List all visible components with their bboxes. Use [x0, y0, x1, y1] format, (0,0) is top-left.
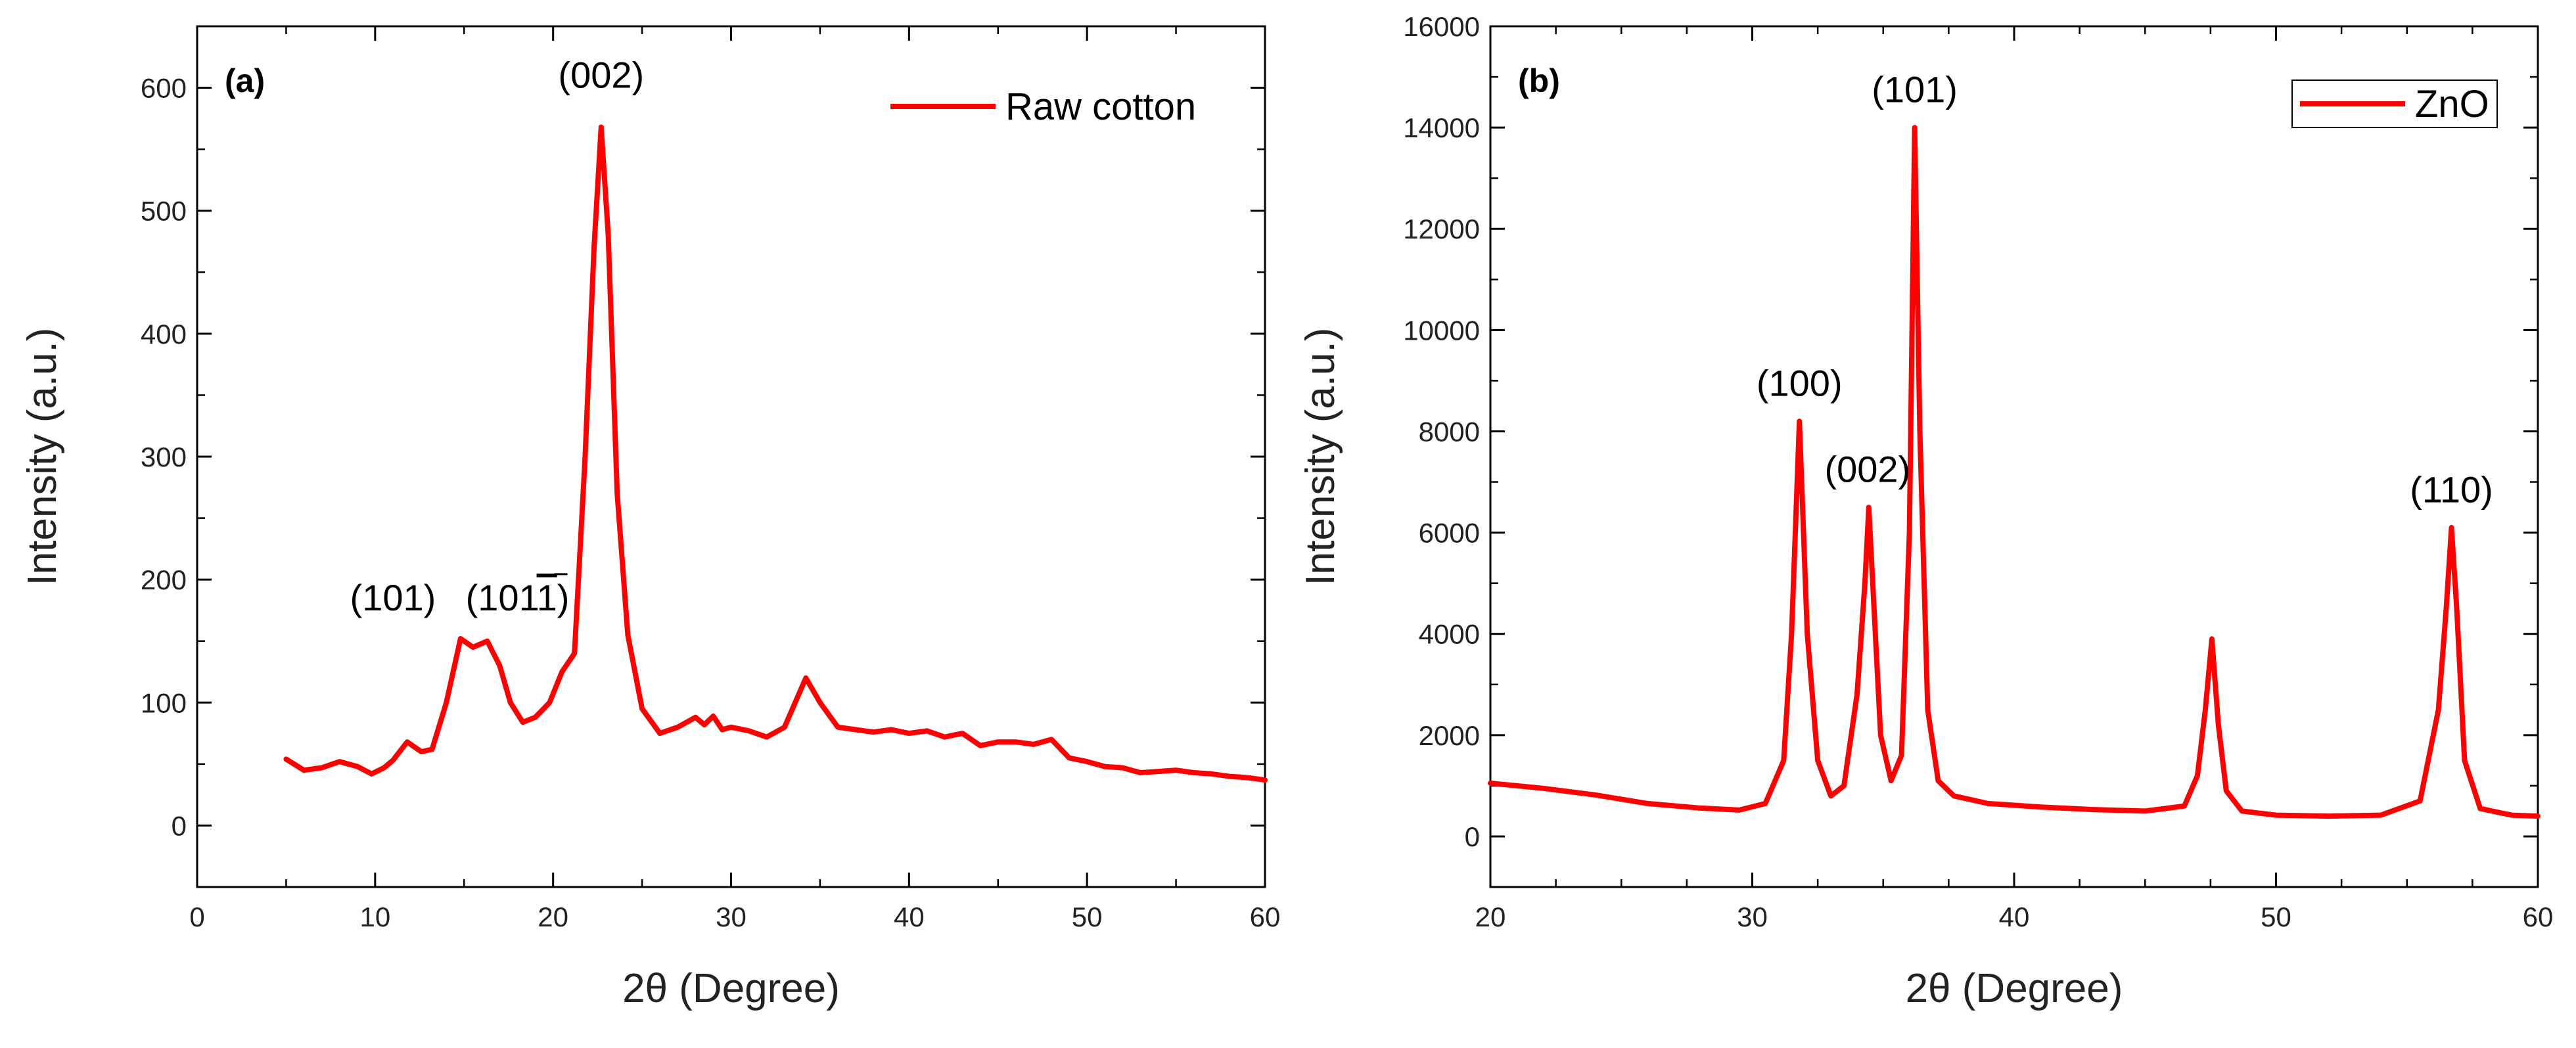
y-axis-title: Intensity (a.u.) [20, 328, 65, 586]
y-tick-label: 2000 [1419, 720, 1480, 751]
peak-label: (101) [1872, 69, 1958, 110]
series-line-raw-cotton [283, 124, 1268, 783]
panel-tag: (b) [1518, 62, 1560, 99]
x-axis-title: 2θ (Degree) [1906, 966, 2123, 1011]
y-tick-label: 0 [1465, 821, 1480, 852]
legend: Raw cotton [890, 85, 1196, 128]
x-tick-label: 40 [1999, 901, 2030, 932]
y-tick-label: 4000 [1419, 619, 1480, 650]
peak-label: (002) [558, 55, 644, 96]
x-tick-label: 0 [189, 901, 204, 932]
y-tick-label: 14000 [1403, 112, 1480, 143]
y-tick-label: 600 [141, 73, 187, 104]
x-tick-label: 30 [716, 901, 747, 932]
y-axis-title: Intensity (a.u.) [1298, 328, 1343, 586]
x-tick-label: 40 [894, 901, 925, 932]
y-tick-label: 12000 [1403, 214, 1480, 244]
x-tick-label: 50 [2261, 901, 2291, 932]
peak-label: (110) [2410, 468, 2493, 510]
panel-tag: (a) [225, 62, 265, 99]
y-tick-label: 100 [141, 687, 187, 718]
panel-b: 20 30 40 50 60 0 2000 4000 6000 8000 10000 12000 140… [1298, 11, 2553, 1011]
y-tick-label: 6000 [1419, 518, 1480, 549]
y-tick-label: 10000 [1403, 315, 1480, 346]
peak-label: (002) [1824, 449, 1910, 490]
x-tick-label: 20 [538, 901, 568, 932]
peak-label: (100) [1757, 363, 1843, 404]
plot-frame [1489, 25, 2539, 888]
x-tick-label: 60 [1250, 901, 1281, 932]
peak-label-close: ) [557, 577, 570, 618]
x-tick-label: 50 [1072, 901, 1103, 932]
plot-frame [196, 25, 1266, 888]
y-tick-label: 300 [141, 442, 187, 472]
y-tick-label: 200 [141, 564, 187, 595]
x-tick-label: 60 [2523, 901, 2554, 932]
legend: ZnO [2291, 80, 2498, 128]
x-tick-label: 10 [359, 901, 390, 932]
x-axis-title: 2θ (Degree) [622, 966, 840, 1011]
y-tick-label: 500 [141, 196, 187, 227]
peak-label-main: (101 [466, 577, 538, 618]
peak-label-overbar-digit: 1 [537, 577, 557, 618]
x-tick-label: 20 [1475, 901, 1506, 932]
legend-label: Raw cotton [1005, 85, 1196, 128]
peak-label: (101) [350, 577, 436, 618]
series-line-zno [1488, 125, 2541, 819]
y-tick-label: 8000 [1419, 416, 1480, 447]
legend-label: ZnO [2415, 83, 2489, 125]
y-tick-label: 400 [141, 319, 187, 350]
y-tick-label: 0 [172, 810, 187, 841]
x-tick-label: 30 [1737, 901, 1768, 932]
peak-label: (1011) [466, 577, 570, 618]
y-tick-label: 16000 [1403, 11, 1480, 42]
